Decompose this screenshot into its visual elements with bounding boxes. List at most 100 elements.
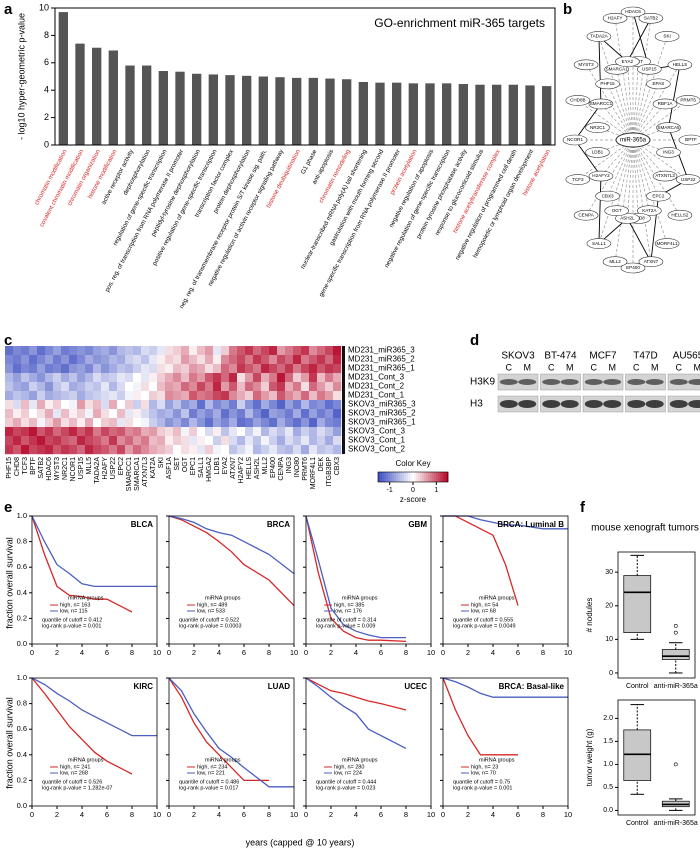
heat-cell [205, 355, 214, 365]
x-tick-label: Control [626, 820, 649, 827]
heat-cell [109, 355, 118, 365]
heat-cell [53, 427, 62, 437]
column-label: TADA2A [94, 457, 101, 484]
bar [458, 84, 468, 145]
heat-cell [285, 355, 294, 365]
heat-cell [53, 364, 62, 374]
heat-cell [157, 373, 166, 383]
heat-cell [21, 391, 30, 401]
heat-cell [101, 391, 110, 401]
heat-cell [197, 355, 206, 365]
heat-cell [213, 364, 222, 374]
heat-cell [245, 409, 254, 419]
heat-cell [325, 427, 334, 437]
row-label: MD231_Cont_3 [348, 373, 405, 382]
heat-cell [165, 418, 174, 428]
node [615, 213, 640, 224]
column-label: EP400 [270, 457, 277, 478]
annotation: log-rank p-value = 0.0003 [179, 623, 242, 629]
heat-cell [101, 409, 110, 419]
heat-cell [229, 391, 238, 401]
box [623, 729, 652, 781]
heat-cell [245, 400, 254, 410]
heat-cell [69, 355, 78, 365]
heat-cell [93, 391, 102, 401]
survival-curve [168, 677, 269, 782]
heat-cell [141, 373, 150, 383]
plot-frame [168, 515, 295, 645]
heat-cell [85, 382, 94, 392]
heat-cell [165, 391, 174, 401]
heat-cell [317, 445, 326, 455]
annotation: log-rank p-value = 1.282e-07 [42, 785, 112, 791]
heat-cell [125, 427, 134, 437]
x-tick-label: Control [626, 683, 649, 690]
edge [632, 100, 689, 141]
annotation: log-rank p-value = 0.001 [453, 785, 512, 791]
edge [598, 176, 602, 244]
heat-cell [45, 346, 54, 356]
heat-cell [245, 427, 254, 437]
plot-frame [54, 7, 556, 146]
heat-cell [29, 427, 38, 437]
heat-cell [29, 346, 38, 356]
heat-cell [45, 382, 54, 392]
heat-cell [189, 436, 198, 446]
heat-cell [149, 409, 158, 419]
heat-cell [317, 400, 326, 410]
heat-cell [261, 364, 270, 374]
lane-label: M [693, 362, 700, 372]
heat-cell [333, 436, 342, 446]
heat-cell [301, 382, 310, 392]
heat-cell [277, 373, 286, 383]
column-label: USP15 [78, 457, 85, 479]
heat-cell [101, 355, 110, 365]
heat-cell [149, 346, 158, 356]
edge [632, 139, 659, 197]
heat-cell [125, 445, 134, 455]
heat-cell [197, 418, 206, 428]
edge [632, 83, 659, 141]
node [675, 174, 700, 185]
heat-cell [181, 445, 190, 455]
x-tick-label: 6 [105, 810, 109, 819]
x-axis-label: years (capped @ 10 years) [246, 837, 355, 847]
column-label: TCF3 [22, 457, 29, 475]
heat-cell [293, 391, 302, 401]
bar [142, 65, 152, 145]
column-label: H2AFY2 [238, 457, 245, 484]
row-side [342, 364, 345, 373]
legend-title: miRNA groups [68, 757, 104, 763]
band [603, 379, 622, 385]
edge [632, 139, 650, 211]
heat-cell [165, 445, 174, 455]
heat-cell [197, 346, 206, 356]
edge [607, 139, 634, 197]
row-label: MD231_Cont_1 [348, 391, 405, 400]
heat-cell [253, 364, 262, 374]
row-side [342, 346, 345, 355]
legend-swatch [434, 472, 437, 482]
heat-cell [245, 355, 254, 365]
heat-cell [253, 382, 262, 392]
bar [308, 77, 318, 145]
heat-cell [301, 436, 310, 446]
heat-cell [325, 373, 334, 383]
x-tick-label: 4 [491, 648, 495, 657]
panel-letter: b [563, 1, 572, 18]
y-tick-label: 0.6 [17, 724, 27, 733]
heat-cell [293, 409, 302, 419]
heat-cell [29, 445, 38, 455]
heat-cell [333, 418, 342, 428]
heat-cell [197, 382, 206, 392]
heat-cell [317, 346, 326, 356]
node-label: MLL2 [609, 259, 621, 264]
heat-cell [221, 364, 230, 374]
legend-swatch [436, 472, 439, 482]
node-label: EYA2 [622, 59, 634, 64]
heat-cell [285, 400, 294, 410]
heat-cell [29, 418, 38, 428]
column-label: MLL5 [86, 457, 93, 475]
edge [614, 18, 634, 141]
x-tick-label: 4 [217, 810, 221, 819]
